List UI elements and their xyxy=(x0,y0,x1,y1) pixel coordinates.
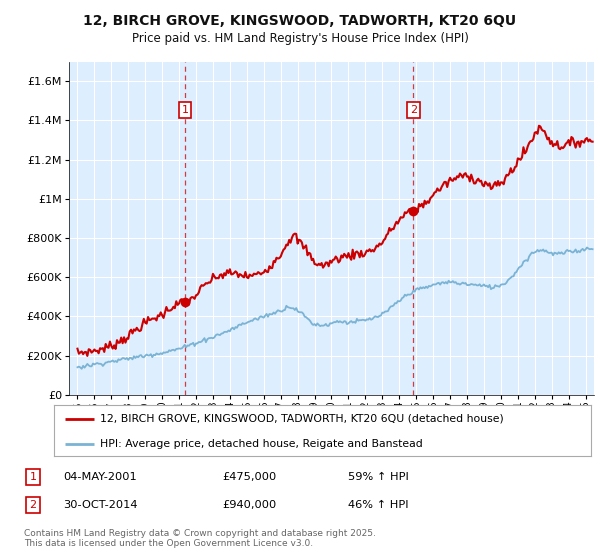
Text: 04-MAY-2001: 04-MAY-2001 xyxy=(63,472,137,482)
Text: 1: 1 xyxy=(181,105,188,115)
Text: £475,000: £475,000 xyxy=(222,472,276,482)
Text: 2: 2 xyxy=(29,500,37,510)
Text: 30-OCT-2014: 30-OCT-2014 xyxy=(63,500,137,510)
Text: 12, BIRCH GROVE, KINGSWOOD, TADWORTH, KT20 6QU: 12, BIRCH GROVE, KINGSWOOD, TADWORTH, KT… xyxy=(83,14,517,28)
Text: Contains HM Land Registry data © Crown copyright and database right 2025.
This d: Contains HM Land Registry data © Crown c… xyxy=(24,529,376,548)
Text: 46% ↑ HPI: 46% ↑ HPI xyxy=(348,500,409,510)
Text: 59% ↑ HPI: 59% ↑ HPI xyxy=(348,472,409,482)
Text: £940,000: £940,000 xyxy=(222,500,276,510)
Text: Price paid vs. HM Land Registry's House Price Index (HPI): Price paid vs. HM Land Registry's House … xyxy=(131,32,469,45)
Text: 12, BIRCH GROVE, KINGSWOOD, TADWORTH, KT20 6QU (detached house): 12, BIRCH GROVE, KINGSWOOD, TADWORTH, KT… xyxy=(100,414,503,424)
Text: HPI: Average price, detached house, Reigate and Banstead: HPI: Average price, detached house, Reig… xyxy=(100,438,422,449)
Text: 1: 1 xyxy=(29,472,37,482)
Text: 2: 2 xyxy=(410,105,417,115)
